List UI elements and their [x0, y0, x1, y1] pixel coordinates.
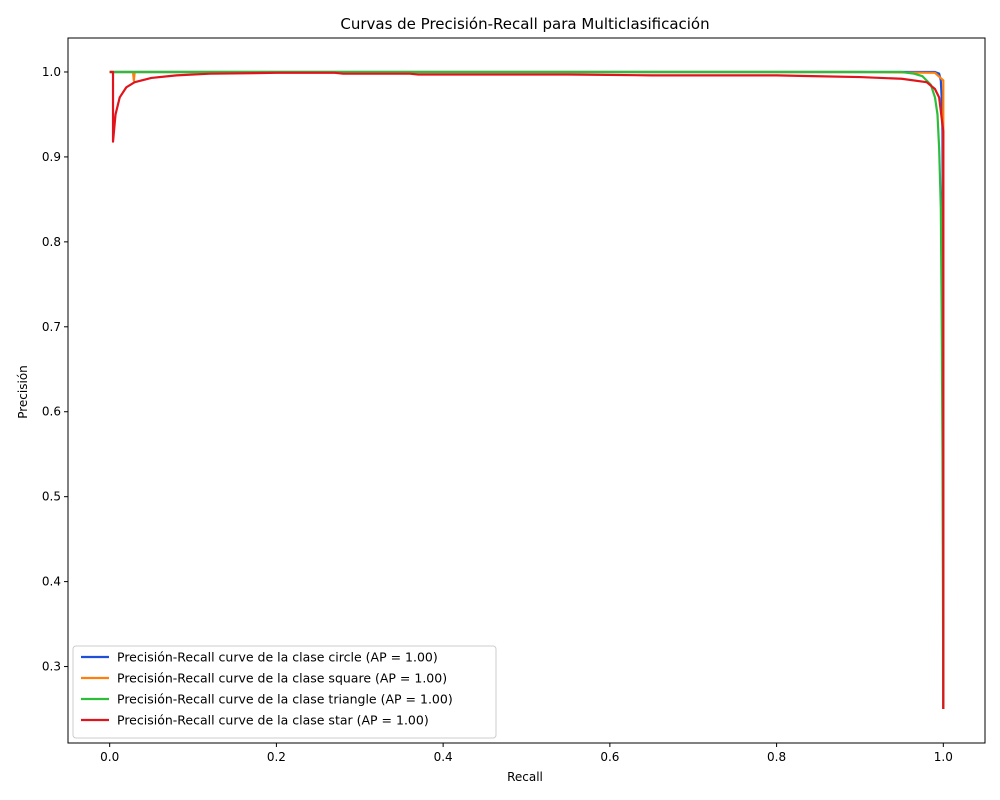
legend-label-2: Precisión-Recall curve de la clase trian…	[117, 692, 453, 707]
legend-box	[72, 645, 497, 739]
y-tick-label: 0.3	[42, 660, 61, 674]
y-tick-label: 0.4	[42, 575, 61, 589]
x-tick-label: 0.0	[100, 750, 119, 764]
x-tick-label: 0.4	[434, 750, 453, 764]
x-tick-label: 0.8	[767, 750, 786, 764]
y-axis-label: Precisión	[16, 365, 30, 419]
series-line-1	[109, 70, 945, 710]
plot-area: 0.0 0.2 0.4 0.6 0.8 1.0 0.3 0.4 0.5 0.6 0.7 0.8 0.9 1…	[42, 37, 986, 764]
y-tick-label: 1.0	[42, 65, 61, 79]
y-tick-label: 0.5	[42, 490, 61, 504]
x-axis-label: Recall	[507, 770, 543, 784]
series-line-2	[109, 70, 945, 710]
legend-label-3: Precisión-Recall curve de la clase star …	[117, 713, 429, 728]
y-tick-label: 0.7	[42, 320, 61, 334]
y-tick-label: 0.8	[42, 235, 61, 249]
x-tick-label: 0.6	[600, 750, 619, 764]
chart-title: Curvas de Precisión-Recall para Multicla…	[340, 15, 709, 33]
x-tick-label: 0.2	[267, 750, 286, 764]
legend-label-0: Precisión-Recall curve de la clase circl…	[117, 650, 438, 665]
series-line-3	[109, 70, 945, 710]
legend-label-1: Precisión-Recall curve de la clase squar…	[117, 671, 447, 686]
x-tick-label: 1.0	[934, 750, 953, 764]
series-line-0	[109, 70, 945, 710]
y-tick-label: 0.6	[42, 405, 61, 419]
y-tick-label: 0.9	[42, 150, 61, 164]
legend: Precisión-Recall curve de la clase circl…	[72, 645, 497, 739]
plot-frame	[67, 37, 986, 744]
